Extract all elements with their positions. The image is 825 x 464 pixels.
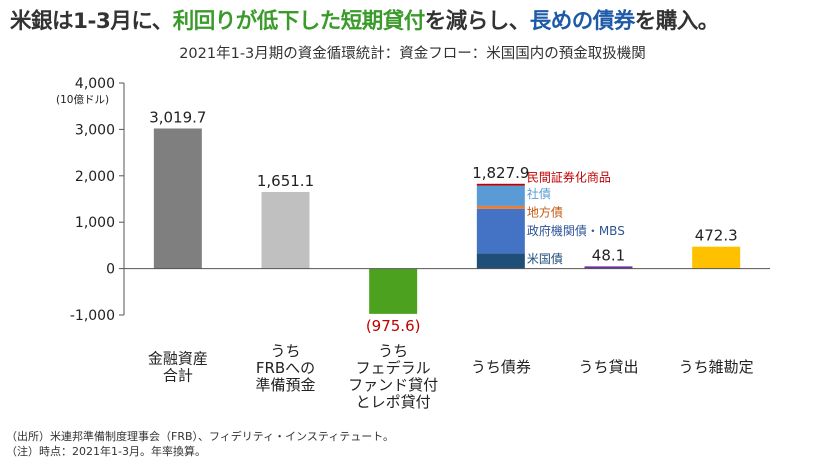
bar — [261, 191, 310, 269]
category-label: ファンド貸付 — [348, 376, 438, 394]
value-label: 1,827.9 — [472, 164, 529, 182]
y-tick-label: 3,000 — [75, 122, 115, 138]
value-label: 48.1 — [592, 246, 625, 264]
category-label: うち — [378, 342, 408, 360]
y-tick-label: 0 — [106, 262, 115, 278]
headline-part5: を購入。 — [634, 9, 720, 34]
stacked-segment-label: 民間証券化商品 — [527, 170, 611, 185]
stacked-segment — [476, 208, 525, 254]
headline: 米銀は1-3月に、利回りが低下した短期貸付を減らし、長めの債券を購入。 — [10, 4, 820, 35]
category-label: とレポ貸付 — [356, 393, 431, 411]
stacked-segment — [476, 205, 525, 209]
category-label: うち雑勘定 — [679, 358, 754, 376]
category-label: 合計 — [163, 367, 193, 385]
stacked-segment — [476, 185, 525, 206]
category-label: うち貸出 — [578, 358, 638, 376]
source-note: （出所）米連邦準備制度理事会（FRB）、フィデリティ・インスティテュート。 — [6, 430, 395, 443]
category-label: うち債券 — [471, 358, 531, 376]
footnote: （注）時点：2021年1-3月。年率換算。 — [6, 445, 206, 458]
stacked-segment — [476, 183, 525, 186]
stacked-segment — [476, 253, 525, 269]
stacked-segment-label: 社債 — [527, 186, 551, 201]
source-notes: （出所）米連邦準備制度理事会（FRB）、フィデリティ・インスティテュート。 （注… — [6, 429, 394, 459]
bar — [369, 268, 418, 314]
y-tick-label: 4,000 — [75, 76, 115, 92]
category-label: FRBへの — [256, 359, 315, 377]
value-label: (975.6) — [366, 317, 421, 335]
category-label: うち — [270, 342, 300, 360]
stacked-segment-label: 政府機関債・MBS — [527, 223, 625, 238]
headline-part1: 米銀は1-3月に、 — [10, 9, 173, 34]
bar — [153, 128, 202, 269]
headline-highlight-long-bonds: 長めの債券 — [529, 9, 636, 34]
headline-highlight-short-loans: 利回りが低下した短期貸付 — [172, 9, 426, 34]
value-label: 3,019.7 — [149, 108, 206, 126]
category-label: 金融資産 — [148, 350, 208, 368]
chart-subtitle: 2021年1-3月期の資金循環統計：資金フロー：米国国内の預金取扱機関 — [179, 46, 646, 62]
y-tick-label: -1,000 — [70, 308, 115, 324]
bar-chart: -1,000 0 1,000 2,000 3,000 4,000(10億ドル) 3,019.… — [56, 76, 770, 411]
bar — [692, 246, 741, 269]
category-label: 準備預金 — [255, 376, 315, 394]
headline-part3: を減らし、 — [424, 9, 531, 34]
stacked-segment-label: 米国債 — [527, 251, 563, 266]
bar — [584, 266, 633, 269]
value-label: 472.3 — [695, 227, 738, 245]
stacked-segment-label: 地方債 — [527, 204, 563, 219]
value-label: 1,651.1 — [257, 172, 314, 190]
category-label: フェデラル — [356, 359, 431, 377]
y-tick-label: 1,000 — [75, 215, 115, 231]
y-tick-label: 2,000 — [75, 169, 115, 185]
y-axis-unit-label: (10億ドル) — [56, 93, 109, 106]
